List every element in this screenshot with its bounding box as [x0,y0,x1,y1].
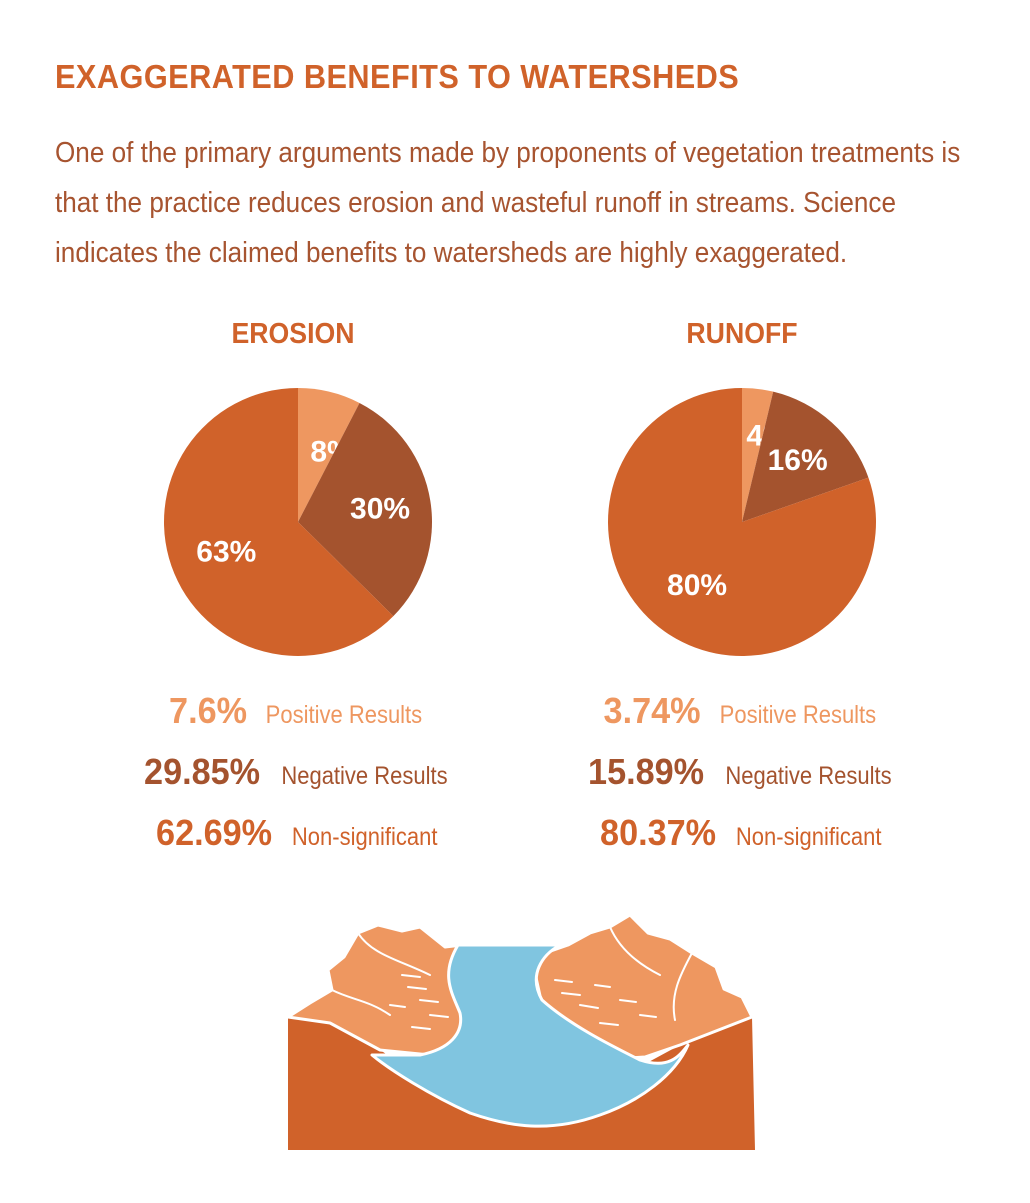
runoff-slice-1 [742,391,869,522]
runoff-slice-2 [608,388,876,656]
erosion-slice-0 [298,388,360,522]
erosion-negative-value: 29.85% [144,751,261,792]
intro-paragraph: One of the primary arguments made by pro… [55,137,961,269]
erosion-non-significant-label: Non-significant [291,823,438,851]
erosion-non-significant-row: 62.69% Non-significant [70,812,530,873]
runoff-slice-0 [742,388,774,522]
erosion-positive-value: 7.6% [168,690,247,731]
erosion-non-significant-value: 62.69% [156,812,273,853]
erosion-chart-title: EROSION [231,318,355,350]
runoff-positive-value: 3.74% [603,690,701,731]
runoff-non-significant-label: Non-significant [735,823,882,851]
erosion-results-legend: 7.6% Positive Results 29.85% Negative Re… [70,690,530,873]
erosion-negative-label: Negative Results [281,762,448,790]
erosion-positive-label: Positive Results [266,701,423,729]
runoff-non-significant-row: 80.37% Non-significant [514,812,974,873]
erosion-slice-label-2: 63% [196,535,256,568]
page-title: EXAGGERATED BENEFITS TO WATERSHEDS [55,58,740,95]
hill-detail-lines [331,926,693,1030]
runoff-non-significant-value: 80.37% [600,812,717,853]
runoff-pie-chart: 4%16%80% [608,388,876,656]
erosion-pie-chart: 8%30%63% [163,388,432,656]
watershed-illustration [286,913,755,1150]
runoff-slice-label-2: 80% [667,569,727,602]
erosion-slice-1 [298,402,432,617]
river [370,943,690,1128]
erosion-slice-2 [163,388,394,656]
runoff-negative-value: 15.89% [588,751,705,792]
erosion-slice-label-1: 30% [350,492,410,525]
runoff-negative-label: Negative Results [725,762,892,790]
runoff-slice-label-1: 16% [768,444,828,477]
runoff-negative-row: 15.89% Negative Results [514,751,974,812]
erosion-positive-row: 7.6% Positive Results [70,690,530,751]
runoff-results-legend: 3.74% Positive Results 15.89% Negative R… [514,690,974,873]
earth-cross-section [288,1017,755,1150]
runoff-positive-row: 3.74% Positive Results [514,690,974,751]
erosion-negative-row: 29.85% Negative Results [70,751,530,812]
runoff-chart-title: RUNOFF [686,318,798,350]
runoff-positive-label: Positive Results [720,701,877,729]
